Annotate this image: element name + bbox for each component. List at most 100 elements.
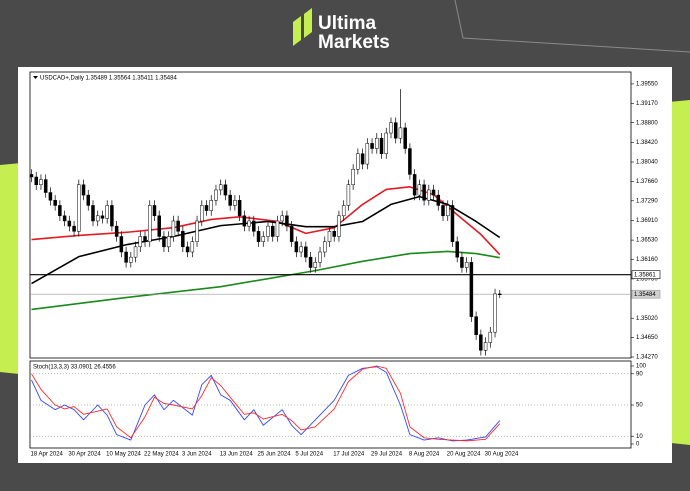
x-tick-label: 20 Aug 2024 xyxy=(447,452,481,458)
candle-body xyxy=(185,246,190,253)
y-tick-label: 90 xyxy=(636,371,643,377)
candle-body xyxy=(398,127,403,139)
candle-body xyxy=(455,241,459,258)
candle-body xyxy=(204,205,209,211)
candle-body xyxy=(228,194,232,206)
y-tick-label: 50 xyxy=(636,403,643,409)
candle-body xyxy=(351,168,355,186)
candle-body xyxy=(445,205,450,217)
x-tick-label: 17 Jul 2024 xyxy=(333,452,365,458)
candle-body xyxy=(105,205,109,219)
candle-body xyxy=(129,256,133,263)
candle-body xyxy=(308,256,313,268)
price-label: 1.35861 xyxy=(634,272,656,278)
candle-body xyxy=(294,241,299,253)
y-tick-label: 1.38800 xyxy=(636,120,658,126)
candle-body xyxy=(233,200,237,206)
candle-body xyxy=(53,200,57,206)
candle-body xyxy=(389,122,393,134)
candle-body xyxy=(431,189,436,196)
candle-body xyxy=(91,205,95,222)
candle-body xyxy=(479,334,483,351)
candle-body xyxy=(157,215,161,237)
candle-body xyxy=(493,293,497,333)
candle-body xyxy=(289,225,294,242)
y-tick-label: 1.36910 xyxy=(636,218,658,224)
price-frame xyxy=(29,71,632,359)
candle-body xyxy=(34,176,38,186)
candle-body xyxy=(86,194,91,206)
candle-body xyxy=(318,251,322,263)
x-tick-label: 8 Aug 2024 xyxy=(409,452,440,458)
candle-body xyxy=(417,184,422,196)
y-tick-label: 0 xyxy=(636,442,640,448)
candle-body xyxy=(261,236,266,242)
price-label-box xyxy=(631,289,661,299)
candle-body xyxy=(29,174,34,178)
candle-body xyxy=(427,189,431,201)
candle-body xyxy=(81,184,86,196)
candle-body xyxy=(252,220,256,232)
candle-body xyxy=(341,205,346,217)
candle-body xyxy=(280,215,284,222)
candle-body xyxy=(365,143,370,165)
logo-bar xyxy=(293,16,301,46)
candle-body xyxy=(242,215,247,227)
x-tick-label: 10 May 2024 xyxy=(106,452,141,458)
candle-body xyxy=(256,231,261,242)
x-tick-label: 3 Jun 2024 xyxy=(182,452,212,458)
y-tick-label: 1.35780 xyxy=(636,276,658,282)
y-tick-label: 1.38420 xyxy=(636,140,658,146)
candle-body xyxy=(270,225,275,237)
candle-body xyxy=(166,236,171,248)
candle-body xyxy=(313,262,318,268)
candle-body xyxy=(422,184,426,201)
candle-body xyxy=(323,241,327,253)
brand-name: Markets xyxy=(318,32,390,53)
candle-body xyxy=(138,236,143,248)
decor-line xyxy=(454,0,690,53)
candle-body xyxy=(379,137,384,154)
candle-body xyxy=(58,205,62,217)
candle-body xyxy=(181,231,185,248)
y-tick-label: 1.37290 xyxy=(636,198,658,204)
candle-body xyxy=(95,215,100,222)
candle-body xyxy=(237,200,242,217)
candle-body xyxy=(498,293,502,295)
candle-body xyxy=(285,215,289,227)
x-tick-label: 29 Jul 2024 xyxy=(371,452,403,458)
candle-body xyxy=(200,205,204,222)
x-tick-label: 30 Aug 2024 xyxy=(485,452,519,458)
candle-body xyxy=(408,148,412,175)
candle-body xyxy=(133,246,138,258)
candle-body xyxy=(171,220,176,237)
x-tick-label: 18 Apr 2024 xyxy=(31,452,64,458)
candle-body xyxy=(474,316,478,336)
candle-body xyxy=(110,205,114,227)
candle-body xyxy=(469,262,474,317)
candle-body xyxy=(384,132,388,154)
candle-body xyxy=(218,184,223,191)
candle-body xyxy=(464,262,469,268)
candle-body xyxy=(143,236,147,242)
indicator-title: Stoch(13,3,3) 33.0901 26.4556 xyxy=(33,365,116,371)
y-tick-label: 100 xyxy=(636,364,647,370)
candle-body xyxy=(370,143,374,149)
x-tick-label: 25 Jun 2024 xyxy=(258,452,292,458)
candle-body xyxy=(190,241,195,253)
candle-body xyxy=(195,220,199,242)
candle-body xyxy=(436,194,441,206)
candle-body xyxy=(450,205,455,242)
candle-body xyxy=(332,231,336,237)
candle-body xyxy=(412,174,417,196)
candle-body xyxy=(39,179,43,186)
candle-body xyxy=(62,215,67,222)
price-label-box xyxy=(631,270,661,280)
candle-body xyxy=(124,251,128,263)
brand-name: Ultima xyxy=(318,13,377,34)
candle-body xyxy=(176,220,180,232)
candle-body xyxy=(393,122,398,139)
candle-body xyxy=(162,236,166,248)
